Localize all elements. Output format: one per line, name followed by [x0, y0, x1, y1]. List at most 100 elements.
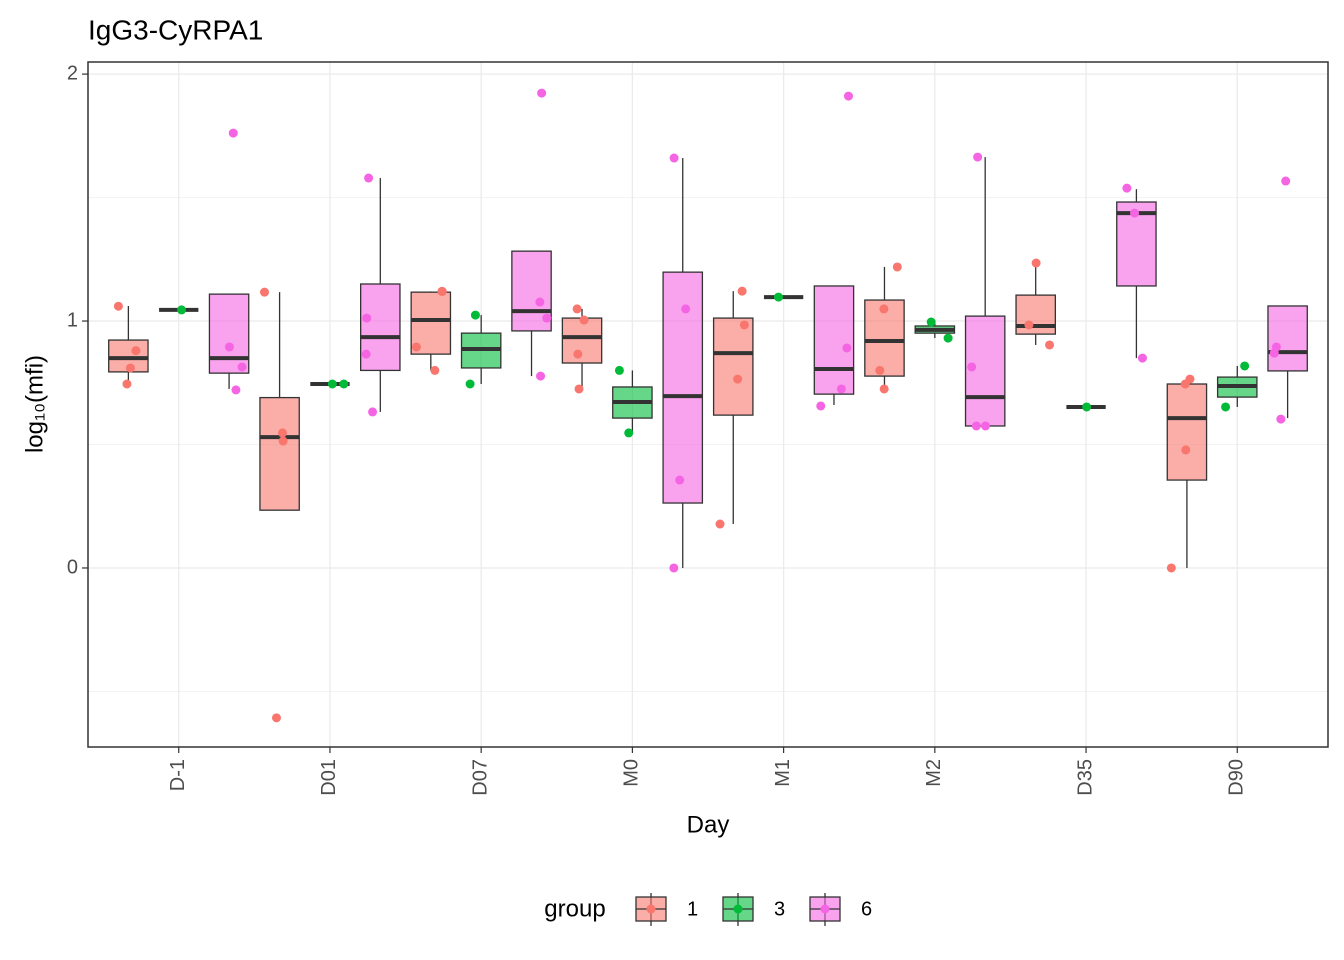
x-tick-label: M1	[772, 759, 794, 787]
point	[339, 379, 349, 389]
point	[231, 385, 241, 395]
point	[971, 421, 981, 431]
point	[277, 428, 287, 438]
point	[131, 346, 141, 356]
panel-border	[87, 61, 1329, 748]
box	[712, 317, 754, 416]
point	[879, 384, 889, 394]
y-tick-label: 0	[67, 556, 78, 578]
point	[981, 421, 991, 431]
point	[368, 407, 378, 417]
point	[572, 304, 582, 314]
point	[879, 304, 889, 314]
point	[574, 384, 584, 394]
point	[228, 128, 238, 138]
point	[278, 436, 288, 446]
legend-point	[733, 904, 743, 914]
point	[470, 310, 480, 320]
point	[237, 362, 247, 372]
point	[733, 374, 743, 384]
legend-point	[646, 904, 656, 914]
point	[1031, 258, 1041, 268]
x-tick-label: D35	[1074, 759, 1096, 796]
point	[1269, 348, 1279, 358]
point	[537, 88, 547, 98]
y-tick-label: 1	[67, 309, 78, 331]
box	[259, 396, 300, 511]
point	[973, 152, 983, 162]
legend-label: 6	[861, 898, 872, 920]
point	[177, 305, 187, 315]
point	[362, 313, 372, 323]
point	[259, 287, 269, 297]
box	[1116, 201, 1157, 287]
point	[926, 317, 936, 327]
x-axis-label: Day	[687, 811, 730, 838]
x-tick-label: M0	[621, 759, 643, 787]
point	[125, 363, 135, 373]
point	[1137, 353, 1147, 363]
point	[669, 153, 679, 163]
x-tick-label: D-1	[167, 759, 189, 791]
point	[122, 379, 132, 389]
point	[364, 173, 374, 183]
point	[614, 365, 624, 375]
point	[943, 333, 953, 343]
x-tick-label: D90	[1226, 759, 1248, 796]
point	[624, 428, 634, 438]
point	[573, 349, 583, 359]
legend-label: 1	[687, 898, 698, 920]
point	[579, 315, 589, 325]
point	[892, 262, 902, 272]
point	[967, 362, 977, 372]
box	[1166, 383, 1208, 481]
legend-point	[820, 904, 830, 914]
point	[715, 519, 725, 529]
point	[1221, 402, 1231, 412]
box	[1015, 294, 1057, 335]
chart-title: IgG3-CyRPA1	[88, 14, 263, 45]
point	[361, 349, 371, 359]
box	[813, 285, 855, 395]
point	[669, 563, 679, 573]
point	[1024, 320, 1034, 330]
x-tick-label: D01	[318, 759, 340, 796]
point	[437, 286, 447, 296]
point	[1166, 563, 1176, 573]
legend-label: 3	[774, 898, 785, 920]
point	[327, 379, 337, 389]
box	[108, 339, 149, 373]
point	[1281, 176, 1291, 186]
point	[739, 320, 749, 330]
point	[773, 292, 783, 302]
point	[542, 313, 552, 323]
x-tick-label: D07	[469, 759, 491, 796]
box	[208, 293, 250, 374]
point	[271, 713, 281, 723]
box	[561, 317, 603, 364]
point	[836, 384, 846, 394]
point	[113, 301, 123, 311]
point	[1045, 340, 1055, 350]
point	[875, 365, 885, 375]
point	[224, 342, 234, 352]
point	[465, 379, 475, 389]
point	[1130, 208, 1140, 218]
point	[536, 371, 546, 381]
point	[411, 342, 421, 352]
legend-title: group	[544, 895, 605, 922]
point	[1082, 402, 1092, 412]
point	[430, 365, 440, 375]
point	[1276, 414, 1286, 424]
point	[675, 475, 685, 485]
y-axis-label: log₁₀(mfi)	[21, 355, 48, 453]
point	[1181, 445, 1191, 455]
point	[737, 286, 747, 296]
point	[816, 401, 826, 411]
x-tick-label: M2	[923, 759, 945, 787]
point	[842, 343, 852, 353]
y-tick-label: 2	[67, 62, 78, 84]
point	[843, 91, 853, 101]
point	[1180, 379, 1190, 389]
